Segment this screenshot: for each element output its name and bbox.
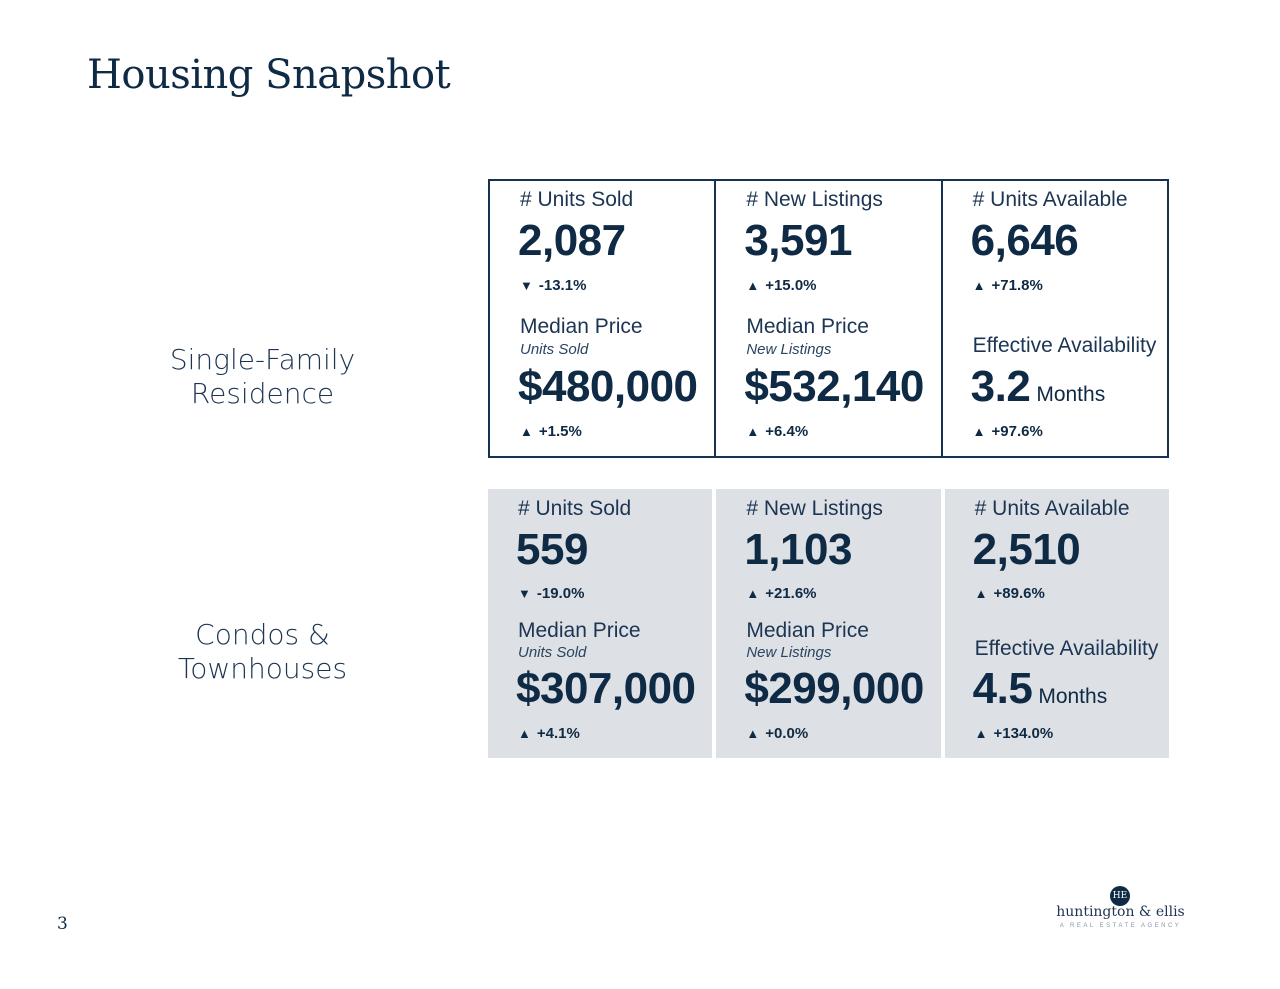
metric-label: # Units Available <box>972 188 1128 211</box>
arrow-up-icon: ▲ <box>746 278 760 293</box>
change-value: +89.6% <box>993 585 1045 602</box>
change-value: +15.0% <box>765 277 817 294</box>
arrow-up-icon: ▲ <box>974 586 988 601</box>
company-logo: HE huntington & ellis A REAL ESTATE AGEN… <box>1048 886 1193 936</box>
metric-label: # Units Sold <box>518 497 632 520</box>
row-label-line: Townhouses <box>177 652 348 685</box>
effective-availability-value: 4.5 <box>972 664 1033 713</box>
arrow-up-icon: ▲ <box>746 424 760 439</box>
metric-label: Median Price <box>518 619 641 642</box>
change-indicator: ▼ -19.0% <box>518 585 584 602</box>
metric-label: # New Listings <box>746 497 883 520</box>
change-indicator: ▲ +71.8% <box>973 277 1043 294</box>
stat-cell-units-available: # Units Available 2,510 ▲ +89.6% Effectiv… <box>944 489 1169 758</box>
metric-value: 2,510 <box>972 525 1081 574</box>
metric-label: Median Price <box>520 315 643 338</box>
row-label-condos: Condos & Townhouses <box>140 618 385 686</box>
stat-cell-new-listings: # New Listings 1,103 ▲ +21.6% Median Pric… <box>716 489 941 758</box>
metric-value: 2,087 <box>518 216 626 265</box>
metric-value: $532,140 <box>744 362 924 411</box>
row-label-single-family: Single-Family Residence <box>140 343 385 411</box>
arrow-up-icon: ▲ <box>746 726 760 741</box>
change-value: +6.4% <box>765 423 809 440</box>
change-indicator: ▲ +97.6% <box>973 423 1043 440</box>
metric-label: Median Price <box>746 619 869 642</box>
row-label-line: Residence <box>190 377 335 410</box>
change-indicator: ▲ +134.0% <box>975 725 1054 742</box>
change-value: +97.6% <box>991 423 1043 440</box>
metric-value: 559 <box>516 525 588 574</box>
change-indicator: ▲ +21.6% <box>746 585 816 602</box>
change-value: +21.6% <box>765 585 817 602</box>
row-label-line: Condos & <box>195 618 330 651</box>
change-indicator: ▲ +1.5% <box>520 423 582 440</box>
condos-stats-grid: # Units Sold 559 ▼ -19.0% Median Price Un… <box>488 489 1169 758</box>
page-number: 3 <box>57 914 68 934</box>
change-indicator: ▲ +0.0% <box>746 725 808 742</box>
metric-label: # Units Sold <box>520 188 634 211</box>
arrow-down-icon: ▼ <box>520 278 533 293</box>
metric-sublabel: Units Sold <box>518 644 587 661</box>
effective-availability-value: 3.2 <box>970 362 1031 411</box>
change-value: +4.1% <box>536 725 580 742</box>
change-value: +71.8% <box>991 277 1043 294</box>
unit-label: Months <box>1036 383 1106 406</box>
metric-value: $307,000 <box>516 664 696 713</box>
single-family-stats-grid: # Units Sold 2,087 ▼ -13.1% Median Price … <box>488 179 1169 458</box>
change-value: +0.0% <box>765 725 809 742</box>
metric-value: 3,591 <box>744 216 852 265</box>
arrow-up-icon: ▲ <box>972 278 986 293</box>
change-indicator: ▲ +15.0% <box>746 277 816 294</box>
change-indicator: ▲ +6.4% <box>746 423 808 440</box>
metric-value: 6,646 <box>970 216 1079 265</box>
row-label-line: Single-Family <box>169 343 356 376</box>
change-indicator: ▲ +4.1% <box>518 725 580 742</box>
arrow-up-icon: ▲ <box>518 726 531 741</box>
metric-value: 1,103 <box>744 525 852 574</box>
arrow-up-icon: ▲ <box>520 424 533 439</box>
arrow-up-icon: ▲ <box>746 586 760 601</box>
arrow-up-icon: ▲ <box>972 424 986 439</box>
arrow-down-icon: ▼ <box>518 586 531 601</box>
change-indicator: ▲ +89.6% <box>975 585 1045 602</box>
page-title: Housing Snapshot <box>87 52 451 98</box>
metric-label: Effective Availability <box>974 637 1159 660</box>
metric-label: Median Price <box>746 315 869 338</box>
unit-label: Months <box>1038 685 1108 708</box>
stat-cell-new-listings: # New Listings 3,591 ▲ +15.0% Median Pric… <box>714 181 940 456</box>
metric-sublabel: Units Sold <box>520 341 589 358</box>
stat-cell-units-available: # Units Available 6,646 ▲ +71.8% Effectiv… <box>940 181 1167 456</box>
change-value: +134.0% <box>993 725 1054 742</box>
change-indicator: ▼ -13.1% <box>520 277 586 294</box>
metric-value: 3.2 Months <box>971 362 1106 412</box>
change-value: +1.5% <box>538 423 582 440</box>
metric-value: $480,000 <box>518 362 698 411</box>
logo-name: huntington & ellis <box>1056 904 1185 920</box>
change-value: -13.1% <box>538 277 587 294</box>
metric-value: $299,000 <box>744 664 924 713</box>
metric-label: Effective Availability <box>972 334 1157 357</box>
monogram-icon: HE <box>1110 886 1130 906</box>
metric-label: # Units Available <box>974 497 1130 520</box>
change-value: -19.0% <box>536 585 585 602</box>
metric-value: 4.5 Months <box>973 664 1108 714</box>
stat-cell-units-sold: # Units Sold 559 ▼ -19.0% Median Price Un… <box>488 489 713 758</box>
metric-sublabel: New Listings <box>746 341 832 358</box>
stat-cell-units-sold: # Units Sold 2,087 ▼ -13.1% Median Price … <box>490 181 714 456</box>
metric-sublabel: New Listings <box>746 644 832 661</box>
logo-tagline: A REAL ESTATE AGENCY <box>1059 923 1182 929</box>
metric-label: # New Listings <box>746 188 883 211</box>
arrow-up-icon: ▲ <box>974 726 988 741</box>
